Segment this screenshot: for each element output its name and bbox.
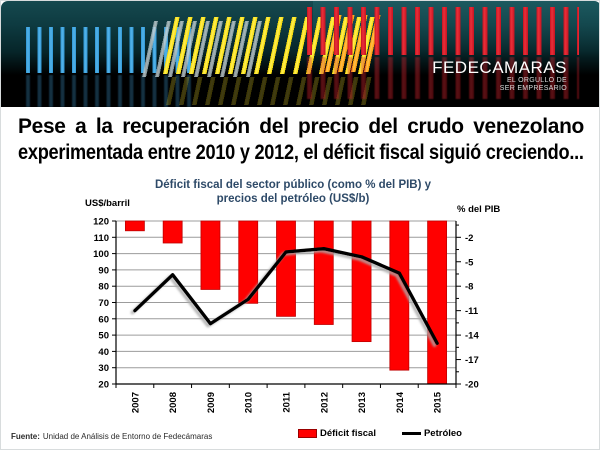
- right-tick--17: -17: [465, 355, 479, 366]
- x-label-2008: 2008: [168, 392, 179, 413]
- left-tick-90: 90: [98, 265, 109, 276]
- deficit-bars: [124, 220, 448, 385]
- x-label-2015: 2015: [433, 391, 444, 413]
- bar-2011: [276, 220, 296, 317]
- x-axis-labels: 2007 2008 2009 2010 2011 2012 2013 2014 2015: [115, 384, 457, 413]
- source-label: Fuente:: [11, 432, 40, 441]
- bar-2014: [389, 220, 410, 371]
- right-tick--5: -5: [465, 257, 474, 268]
- x-label-2013: 2013: [357, 392, 368, 413]
- left-tick-60: 60: [98, 314, 109, 325]
- fedecamaras-logo: FEDECAMARAS EL ORGULLO DE SER EMPRESARIO: [432, 59, 567, 92]
- right-axis-title: % del PIB: [457, 204, 501, 215]
- logo-tagline-line2: SER EMPRESARIO: [499, 84, 567, 92]
- bar-2013: [351, 220, 372, 343]
- source-note: Fuente: Unidad de Análisis de Entorno de …: [11, 432, 212, 441]
- red-stripes-decoration: [307, 7, 579, 55]
- fedecamaras-banner: FEDECAMARAS EL ORGULLO DE SER EMPRESARIO: [1, 1, 599, 107]
- source-text: Unidad de Análisis de Entorno de Fedecám…: [42, 432, 213, 441]
- left-tick-50: 50: [98, 331, 109, 342]
- bar-2015: [427, 220, 448, 385]
- chart-title: Déficit fiscal del sector público (como …: [1, 179, 585, 206]
- x-label-2010: 2010: [244, 392, 255, 413]
- left-tick-120: 120: [93, 217, 109, 228]
- legend-item-oil: Petróleo: [401, 428, 462, 439]
- bar-2010: [238, 220, 259, 304]
- logo-wordmark: FEDECAMARAS: [432, 58, 567, 77]
- left-tick-70: 70: [98, 298, 109, 309]
- x-label-2007: 2007: [130, 392, 141, 413]
- left-tick-110: 110: [94, 233, 109, 244]
- bar-2009: [200, 220, 221, 290]
- red-stripes-reflection: [307, 57, 579, 99]
- left-axis-ticks: 120 110 100 90 80 70 60 50 40 30 20: [93, 217, 116, 391]
- bar-2007: [124, 220, 145, 232]
- right-tick--14: -14: [465, 331, 479, 342]
- right-axis-ticks: -2 -5 -8 -11 -14 -17 -20: [456, 224, 479, 391]
- left-tick-20: 20: [98, 380, 109, 391]
- bar-2012: [313, 220, 334, 325]
- blue-stripes-reflection: [26, 75, 194, 107]
- left-tick-100: 100: [93, 249, 109, 260]
- right-tick--2: -2: [465, 233, 473, 244]
- logo-tagline-line1: EL ORGULLO DE: [506, 77, 567, 84]
- oil-price-line: [133, 247, 439, 345]
- legend-oil-label: Petróleo: [423, 428, 462, 439]
- slide-headline: Pese a la recuperación del precio del cr…: [18, 114, 584, 165]
- headline-line-2: experimentada entre 2010 y 2012, el défi…: [18, 140, 584, 164]
- right-tick--20: -20: [465, 380, 479, 391]
- bar-2008: [162, 220, 183, 244]
- chart-legend: Déficit fiscal Petróleo: [298, 428, 462, 439]
- chart-title-line2: precios del petróleo (US$/b): [216, 192, 370, 205]
- headline-line-1: Pese a la recuperación del precio del cr…: [18, 115, 584, 138]
- left-tick-30: 30: [98, 363, 109, 374]
- right-tick--11: -11: [465, 306, 479, 317]
- left-axis-title: US$/barril: [85, 198, 130, 209]
- legend-deficit-label: Déficit fiscal: [320, 428, 376, 439]
- right-tick--8: -8: [465, 282, 473, 293]
- legend-item-deficit: Déficit fiscal: [298, 428, 376, 439]
- left-tick-40: 40: [98, 347, 109, 358]
- x-label-2012: 2012: [319, 392, 330, 413]
- x-label-2009: 2009: [206, 392, 217, 413]
- chart-title-line1: Déficit fiscal del sector público (como …: [154, 179, 432, 191]
- x-label-2011: 2011: [282, 391, 293, 412]
- left-tick-80: 80: [98, 282, 109, 293]
- oil-swatch-icon: [401, 432, 421, 435]
- x-label-2014: 2014: [395, 391, 406, 413]
- deficit-swatch-icon: [298, 429, 317, 438]
